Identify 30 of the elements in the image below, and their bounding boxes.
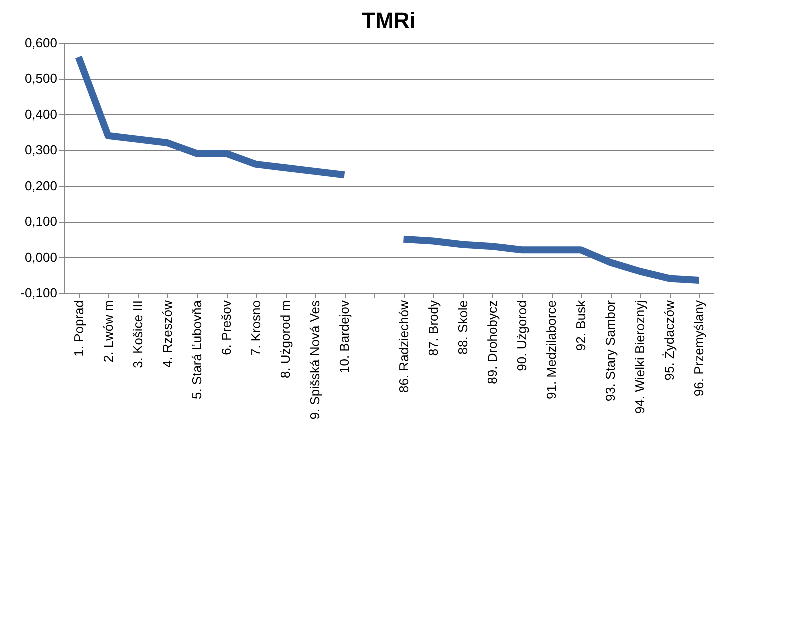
x-tick-label: 88. Skole	[455, 300, 470, 355]
x-tick-label: 3. Košice III	[130, 300, 146, 368]
y-tick-label: 0,400	[24, 106, 58, 122]
x-tick-label: 91. Medzilaborce	[544, 300, 559, 400]
y-tick-label: 0,000	[24, 250, 58, 265]
x-tick-label: 7. Krosno	[248, 300, 264, 356]
x-tick-label: 5. Stará Ľubovňa	[189, 300, 204, 400]
chart-title: TMRi	[362, 8, 416, 33]
x-tick-label: 4. Rzeszów	[160, 300, 175, 368]
y-tick-label: 0,200	[24, 178, 58, 194]
x-tick-label: 95. Żydaczów	[662, 300, 678, 381]
x-tick-label: 8. Użgorod m	[278, 300, 294, 379]
x-tick-label: 9. Spišská Nová Ves	[308, 300, 323, 420]
x-tick-label: 90. Użgorod	[514, 300, 530, 372]
x-tick-label: 10. Bardejov	[337, 300, 352, 374]
y-tick-label: 0,100	[24, 214, 58, 230]
y-tick-label: 0,600	[24, 36, 58, 50]
x-tick-label: 6. Prešov	[219, 300, 234, 356]
x-tick-label: 1. Poprad	[71, 300, 86, 357]
x-tick-label: 89. Drohobycz	[484, 300, 500, 384]
x-tick-label: 86. Radziechów	[396, 300, 412, 393]
x-tick-label: 92. Busk	[574, 300, 589, 352]
y-tick-label: 0,500	[24, 71, 58, 86]
x-tick-label: 93. Stary Sambor	[603, 300, 618, 402]
y-tick-label: -0,100	[20, 286, 58, 300]
y-tick-label: 0,300	[24, 142, 58, 158]
x-tick-label: 94. Wielki Bieroznyj	[632, 300, 648, 414]
x-tick-label: 87. Brody	[426, 300, 441, 356]
x-tick-label: 96. Przemyślany	[692, 300, 707, 397]
x-tick-label: 2. Lwów m	[100, 300, 116, 363]
